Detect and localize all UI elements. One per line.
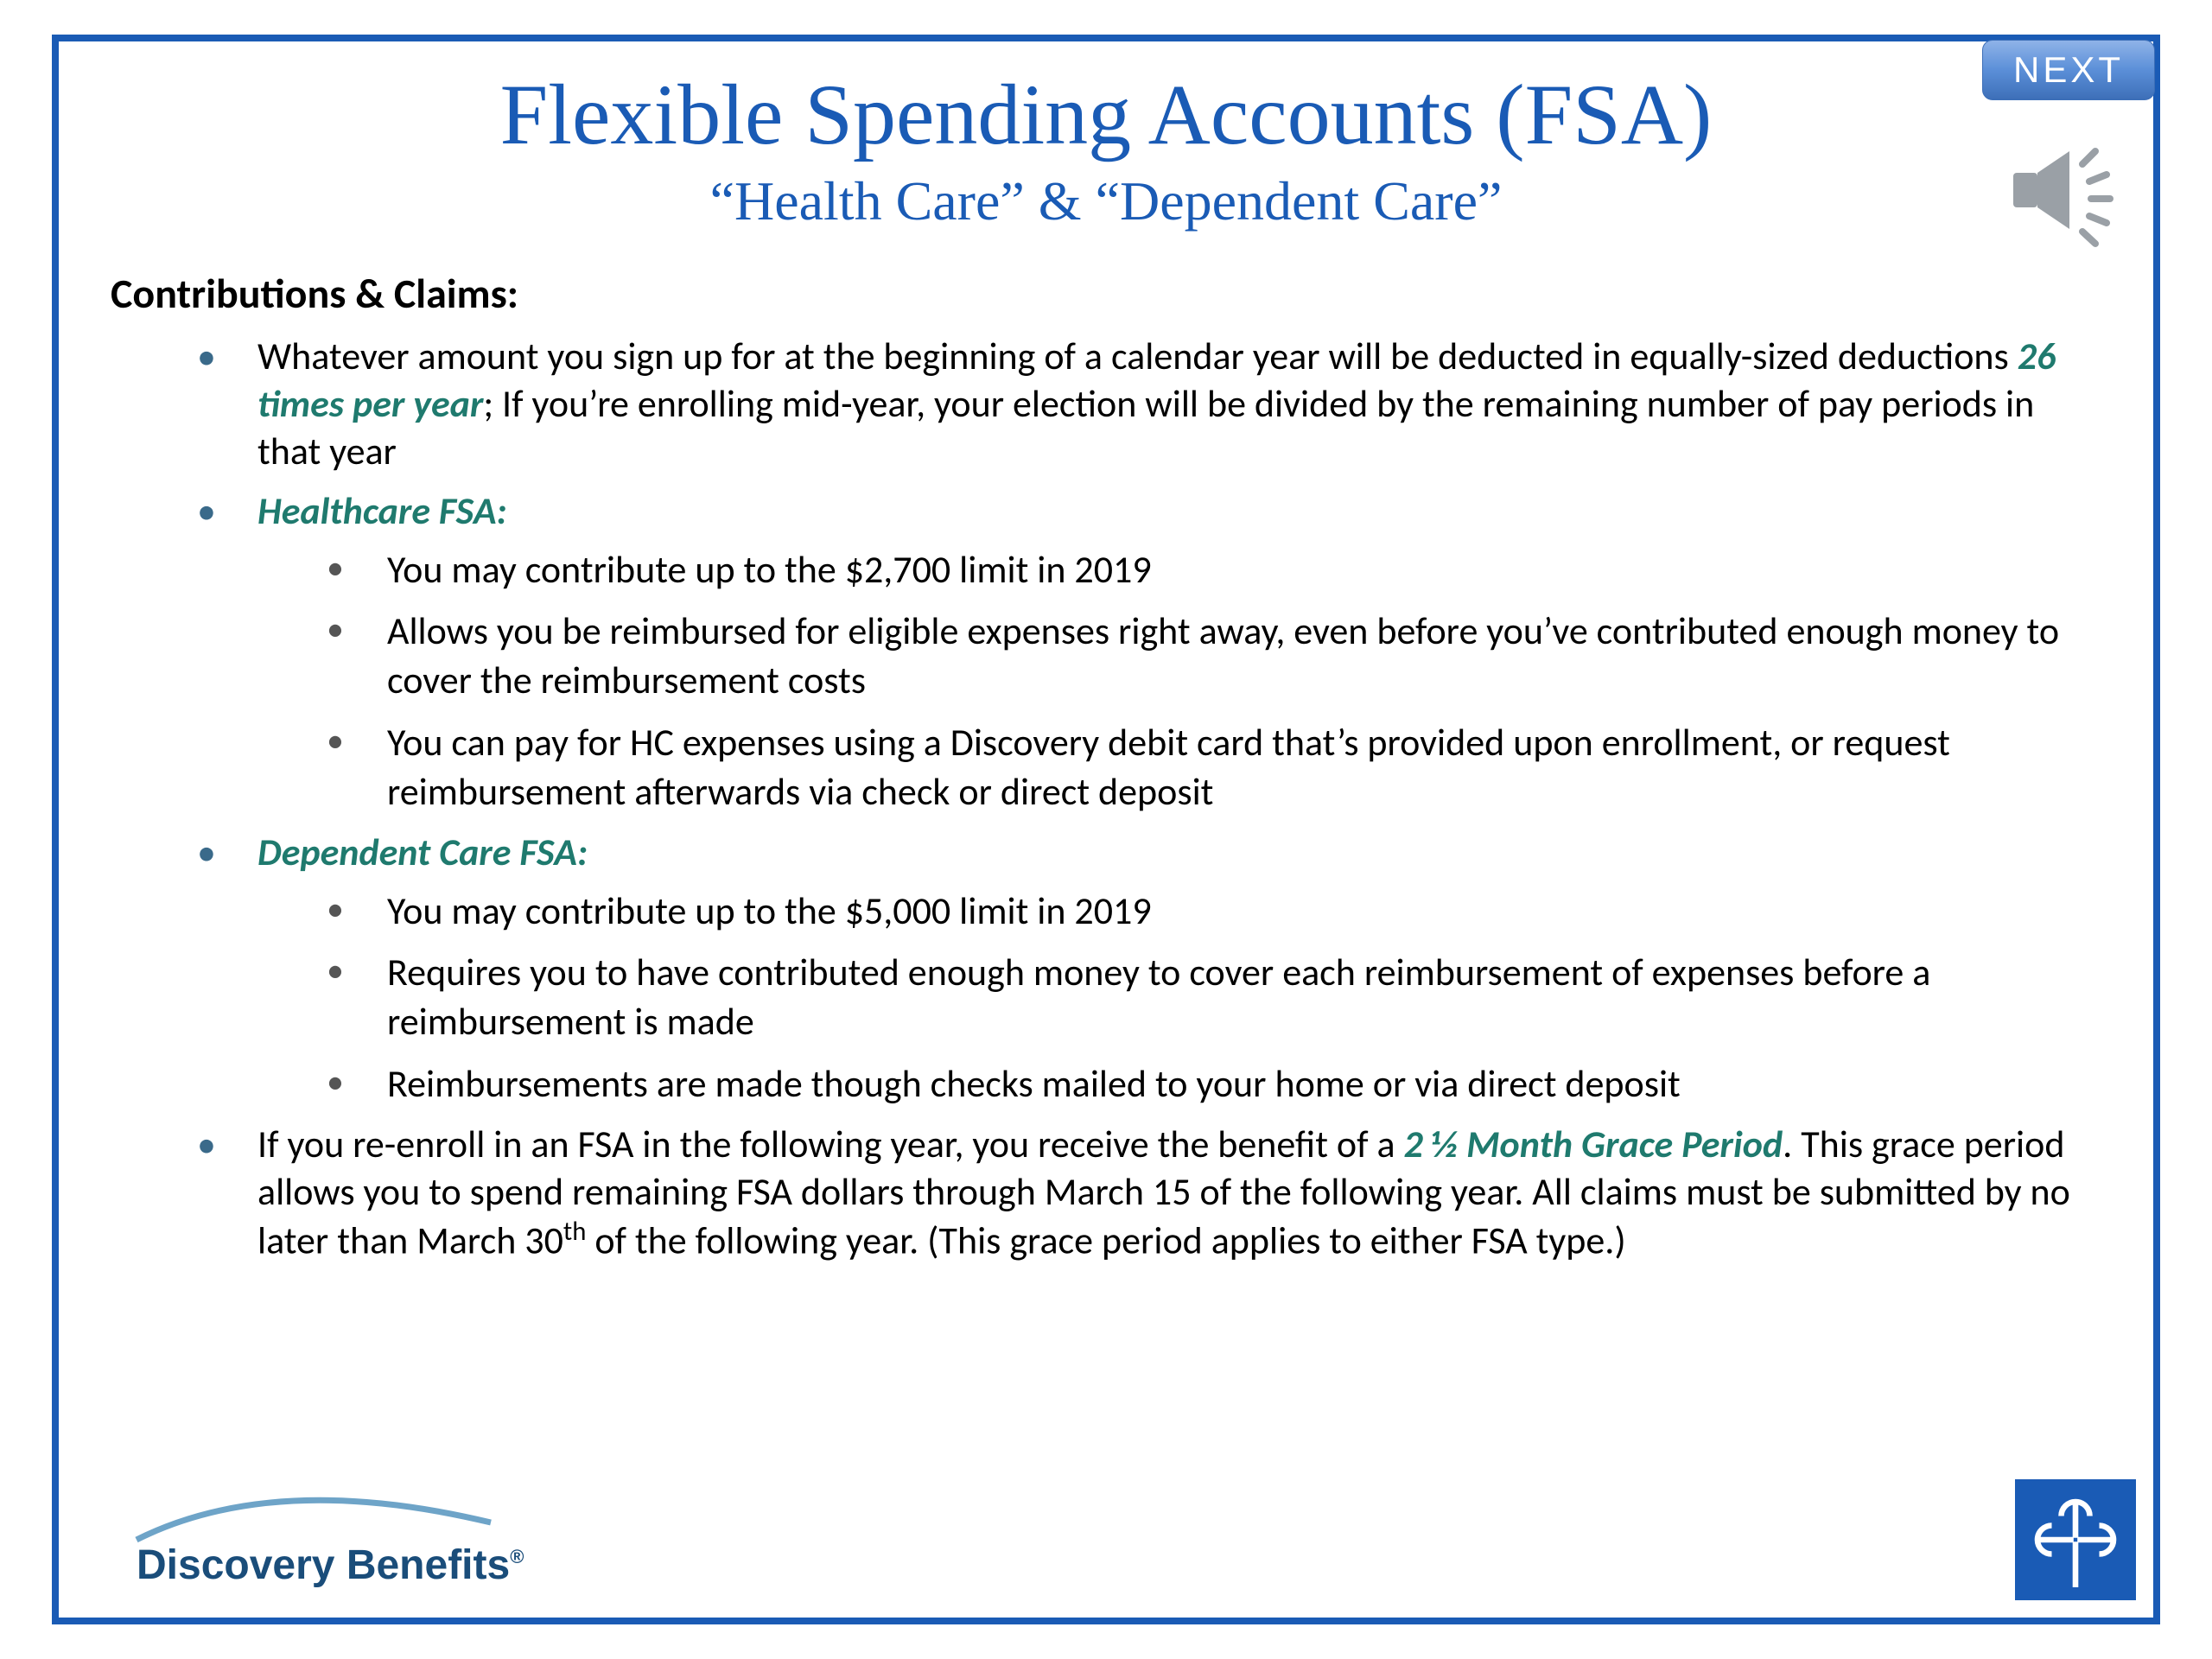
hc-item-limit: You may contribute up to the $2,700 limi… xyxy=(327,545,2101,594)
logo-text: Discovery Benefits xyxy=(137,1542,510,1588)
slide-subtitle: “Health Care” & “Dependent Care” xyxy=(59,169,2153,233)
speaker-icon[interactable] xyxy=(2005,130,2126,251)
content-body: Contributions & Claims: Whatever amount … xyxy=(59,233,2153,1264)
hc-item-debitcard: You can pay for HC expenses using a Disc… xyxy=(327,718,2101,817)
next-button-label: NEXT xyxy=(2013,49,2124,91)
bullet-deductions: Whatever amount you sign up for at the b… xyxy=(197,333,2101,475)
text: ; If you’re enrolling mid-year, your ele… xyxy=(257,380,2034,474)
discovery-benefits-logo: Discovery Benefits® xyxy=(119,1479,534,1592)
text: If you re-enroll in an FSA in the follow… xyxy=(257,1121,1404,1167)
dc-item-reimburse: Reimbursements are made though checks ma… xyxy=(327,1059,2101,1109)
dc-item-requirement: Requires you to have contributed enough … xyxy=(327,948,2101,1046)
dependent-care-fsa-label: Dependent Care FSA: xyxy=(257,829,588,875)
hc-item-reimburse: Allows you be reimbursed for eligible ex… xyxy=(327,607,2101,705)
bullet-healthcare-fsa: Healthcare FSA: You may contribute up to… xyxy=(197,487,2101,817)
healthcare-sublist: You may contribute up to the $2,700 limi… xyxy=(257,545,2101,817)
text: of the following year. (This grace perio… xyxy=(586,1217,1625,1263)
healthcare-fsa-label: Healthcare FSA: xyxy=(257,487,507,534)
svg-text:Discovery Benefits®: Discovery Benefits® xyxy=(137,1542,524,1588)
text: Whatever amount you sign up for at the b… xyxy=(257,333,2018,379)
logo-registered: ® xyxy=(510,1546,524,1567)
dc-item-limit: You may contribute up to the $5,000 limi… xyxy=(327,887,2101,936)
bullet-list: Whatever amount you sign up for at the b… xyxy=(111,333,2101,1264)
slide-frame: Flexible Spending Accounts (FSA) “Health… xyxy=(52,35,2160,1624)
emphasis-grace-period: 2 ½ Month Grace Period xyxy=(1404,1121,1783,1167)
slide-title: Flexible Spending Accounts (FSA) xyxy=(59,67,2153,162)
clover-icon xyxy=(2028,1492,2123,1587)
clover-badge xyxy=(2015,1479,2136,1600)
next-button[interactable]: NEXT xyxy=(1982,40,2155,100)
section-heading: Contributions & Claims: xyxy=(111,268,2101,319)
dependentcare-sublist: You may contribute up to the $5,000 limi… xyxy=(257,887,2101,1109)
bullet-dependent-care-fsa: Dependent Care FSA: You may contribute u… xyxy=(197,829,2101,1109)
title-block: Flexible Spending Accounts (FSA) “Health… xyxy=(59,41,2153,233)
bullet-grace-period: If you re-enroll in an FSA in the follow… xyxy=(197,1121,2101,1265)
ordinal-th: th xyxy=(563,1216,587,1248)
